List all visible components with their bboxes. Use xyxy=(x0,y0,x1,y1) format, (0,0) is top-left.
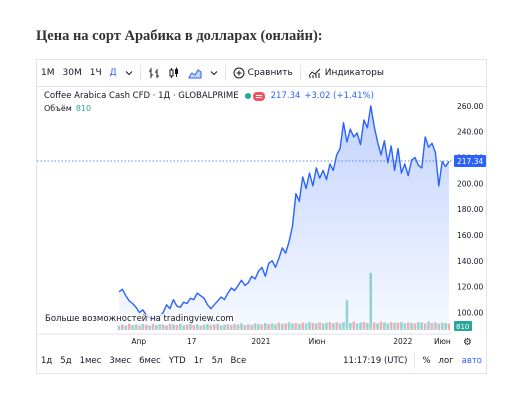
volume-label: Объём xyxy=(44,104,72,113)
toolbar-divider xyxy=(299,65,301,81)
range-5d[interactable]: 5д xyxy=(60,356,72,366)
volume-badge-bg xyxy=(454,321,472,331)
range-3m[interactable]: 3мес xyxy=(109,356,132,366)
compare-label: Сравнить xyxy=(247,68,293,78)
chart-widget[interactable]: 1М 30М 1Ч Д Сравнить Индикаторы 100. xyxy=(36,59,487,374)
price-area-fill xyxy=(119,105,449,329)
interval-1m[interactable]: 1М xyxy=(41,68,55,78)
indicators-button[interactable]: Индикаторы xyxy=(304,60,388,86)
y-tick-label: 140.00 xyxy=(457,257,483,266)
page-title: Цена на сорт Арабика в долларах (онлайн)… xyxy=(36,28,323,44)
log-toggle[interactable]: лог xyxy=(438,356,454,366)
y-tick-label: 180.00 xyxy=(457,205,483,214)
utc-clock[interactable]: 11:17:19 (UTC) xyxy=(343,356,408,366)
toolbar-divider xyxy=(139,65,141,81)
y-tick-label: 260.00 xyxy=(457,102,483,111)
symbol-legend: Coffee Arabica Cash CFD · 1Д · GLOBALPRI… xyxy=(44,91,374,101)
percent-toggle[interactable]: % xyxy=(422,356,431,366)
x-tick-label: 2021 xyxy=(251,337,270,346)
y-tick-label: 200.00 xyxy=(457,179,483,188)
y-tick-label: 160.00 xyxy=(457,231,483,240)
bottom-toolbar: 1д 5д 1мес 3мес 6мес YTD 1г 5л Все 11:17… xyxy=(37,348,486,374)
interval-day[interactable]: Д xyxy=(109,68,117,78)
chart-toolbar: 1М 30М 1Ч Д Сравнить Индикаторы xyxy=(37,60,486,87)
area-chart-icon[interactable] xyxy=(184,60,206,86)
settings-gear-icon: ⚙ xyxy=(463,337,472,348)
volume-legend: Объём 810 xyxy=(44,104,91,113)
candles-chart-icon[interactable] xyxy=(164,60,184,86)
indicators-label: Индикаторы xyxy=(324,68,384,78)
volume-value: 810 xyxy=(75,104,92,113)
x-tick-label: Июн xyxy=(309,337,326,346)
indicators-icon xyxy=(308,68,321,78)
price-badge: 217.34 xyxy=(457,157,483,166)
range-1y[interactable]: 1г xyxy=(193,356,204,366)
volume-badge: 810 xyxy=(456,323,469,331)
current-price: 217.34 xyxy=(270,91,301,101)
bars-chart-icon[interactable] xyxy=(144,60,164,86)
range-5y[interactable]: 5л xyxy=(211,356,223,366)
y-tick-label: 120.00 xyxy=(457,283,483,292)
x-tick-label: 17 xyxy=(187,337,197,346)
y-tick-label: 240.00 xyxy=(457,128,483,137)
symbol-name: Coffee Arabica Cash CFD · 1Д · GLOBALPRI… xyxy=(44,91,239,101)
range-6m[interactable]: 6мес xyxy=(139,356,161,366)
plus-circle-icon xyxy=(233,67,245,79)
range-1d[interactable]: 1д xyxy=(41,356,53,366)
interval-1h[interactable]: 1Ч xyxy=(89,68,102,78)
bottom-right-controls: 11:17:19 (UTC) % лог авто xyxy=(339,353,486,369)
range-1m[interactable]: 1мес xyxy=(79,356,102,366)
price-line xyxy=(118,105,450,320)
market-open-icon xyxy=(244,93,251,99)
price-chart[interactable]: 100.00120.00140.00160.00180.00200.00220.… xyxy=(37,60,488,350)
interval-30m[interactable]: 30М xyxy=(62,68,82,78)
x-tick-label: Апр xyxy=(131,337,146,346)
range-ytd[interactable]: YTD xyxy=(168,356,186,366)
toolbar-divider xyxy=(224,65,226,81)
tradingview-link[interactable]: Больше возможностей на tradingview.com xyxy=(43,314,236,324)
range-all[interactable]: Все xyxy=(230,356,247,366)
x-tick-label: Июн xyxy=(434,337,451,346)
x-tick-label: 2022 xyxy=(393,337,412,346)
toolbar-divider xyxy=(414,353,416,369)
y-tick-label: 100.00 xyxy=(457,309,483,318)
delayed-data-icon xyxy=(252,91,265,101)
compare-button[interactable]: Сравнить xyxy=(229,60,297,86)
price-badge-bg xyxy=(454,154,486,167)
price-change: +3.02 (+1.41%) xyxy=(304,91,374,101)
auto-toggle[interactable]: авто xyxy=(461,356,482,366)
interval-dropdown-icon[interactable] xyxy=(121,60,137,86)
chart-type-dropdown-icon[interactable] xyxy=(206,60,222,86)
